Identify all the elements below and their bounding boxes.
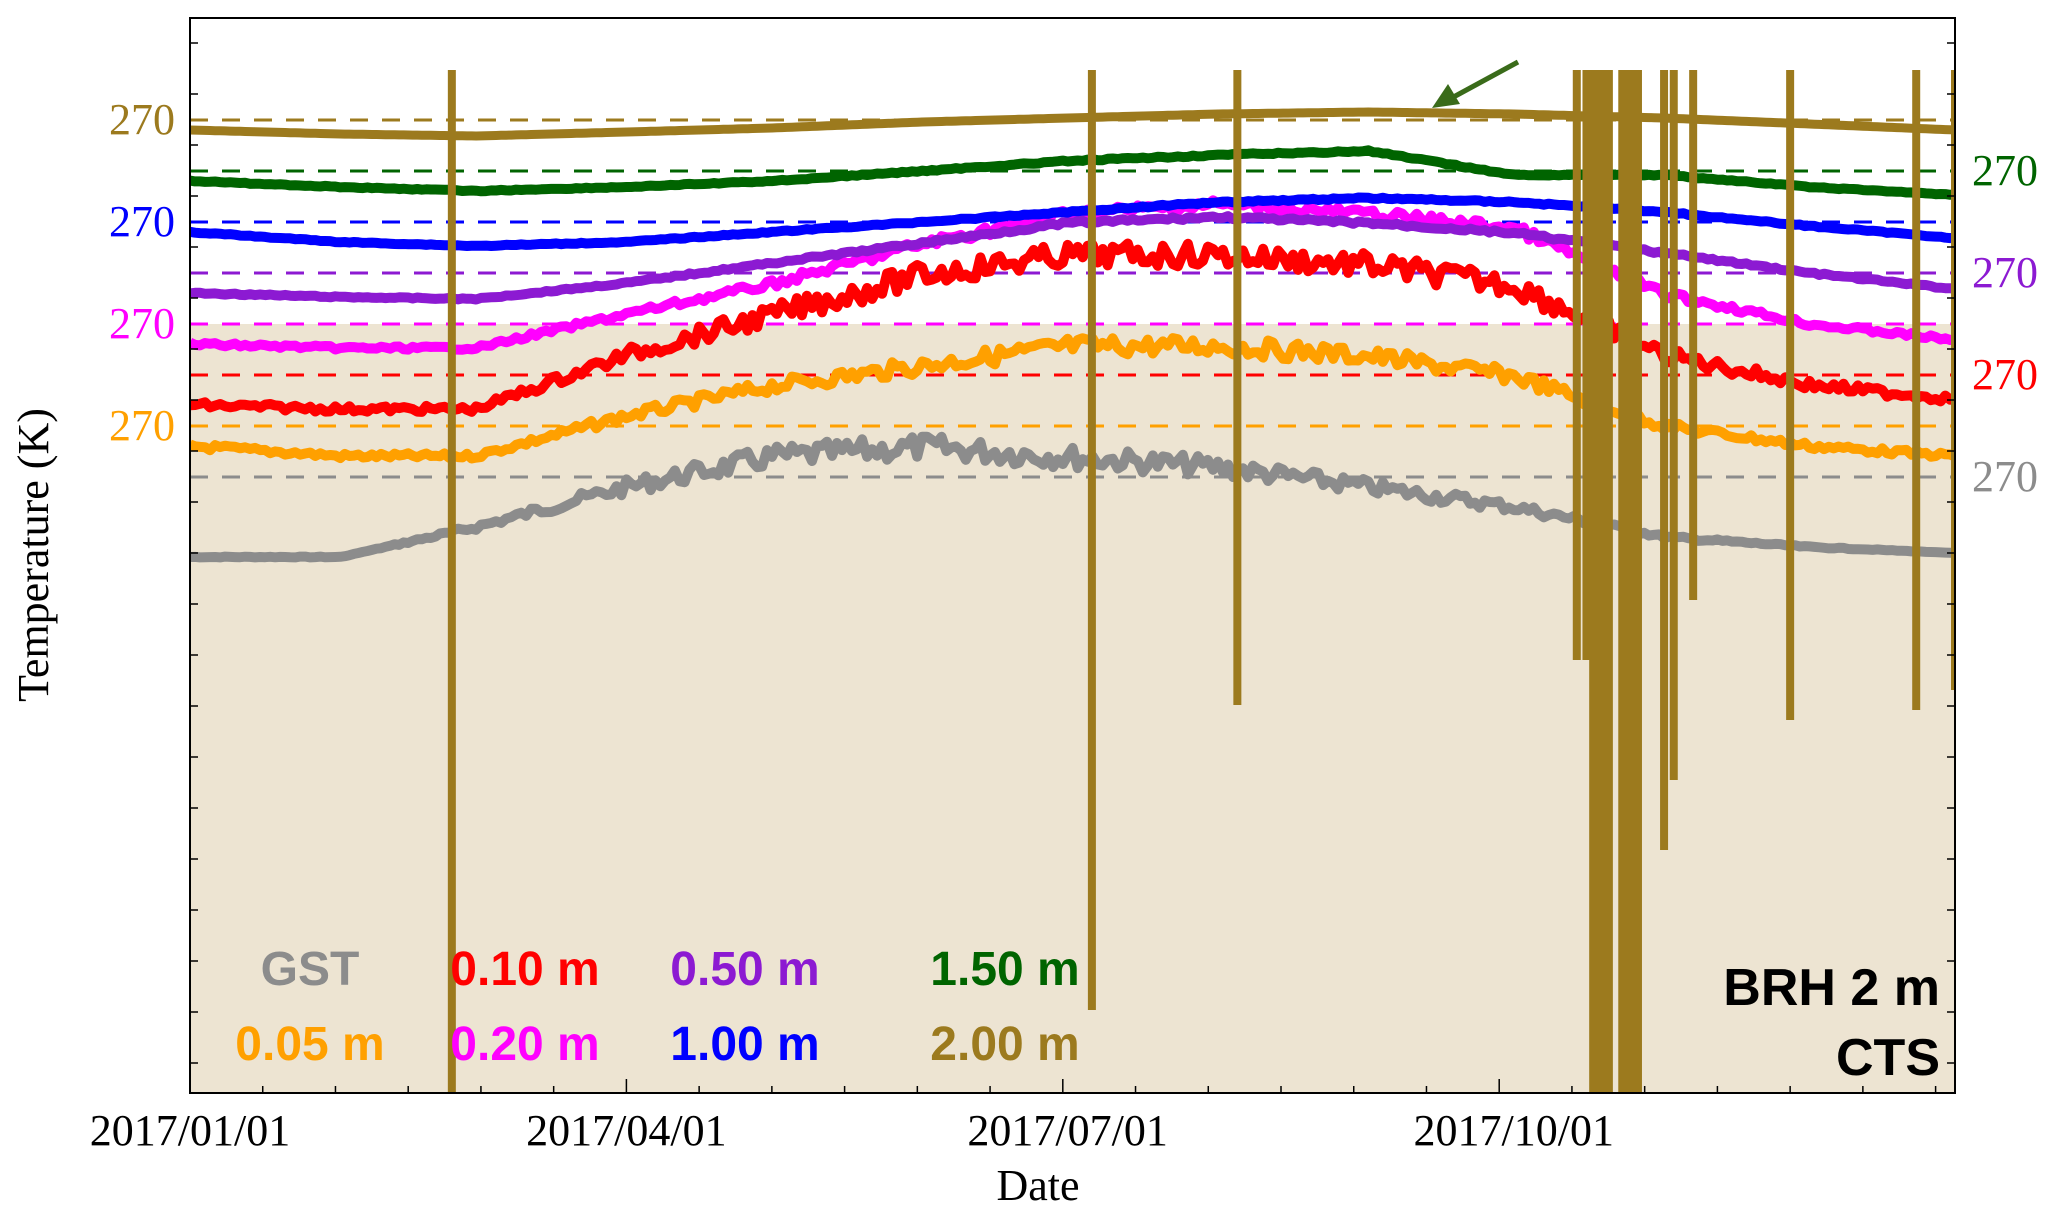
legend-entry: 2.00 m [930,1018,1079,1071]
reference-lines [190,118,1955,479]
annotation-line-1: BRH 2 m [1723,959,1940,1017]
x-tick-label: 2017/10/01 [1414,1106,1614,1155]
legend-entry: 1.50 m [930,943,1079,996]
plot-frame [189,17,1956,1094]
reference-label: 270 [109,401,175,450]
reference-label: 270 [1972,248,2038,297]
legend-entry: 0.50 m [670,943,819,996]
legend: GST 0.10 m 0.50 m 1.50 m 0.05 m 0.20 m 1.00 m 2… [235,943,1079,1071]
axis-ticks [189,42,1955,1093]
reference-label: 270 [1972,350,2038,399]
reference-label: 270 [1972,146,2038,195]
x-tick-label: 2017/01/01 [90,1106,290,1155]
legend-entry: 0.20 m [450,1018,599,1071]
y-axis-label: Temperature (K) [9,408,58,702]
annotation-line-2: CTS [1836,1029,1940,1087]
reference-label: 270 [1972,452,2038,501]
legend-entry: 0.05 m [235,1018,384,1071]
x-axis-label: Date [996,1161,1079,1210]
x-tick-labels: 2017/01/01 2017/04/01 2017/07/01 2017/10/01 [90,1106,1614,1155]
reference-label: 270 [109,95,175,144]
plot-border [189,17,1956,1094]
reference-labels: 270 270 270 270 270 270 270 270 [109,95,2038,501]
reference-label: 270 [109,299,175,348]
legend-entry: 0.10 m [450,943,599,996]
data-gaps [447,70,1955,1093]
x-tick-label: 2017/04/01 [526,1106,726,1155]
arrow-shaft [1446,59,1520,103]
x-tick-label: 2017/07/01 [967,1106,1167,1155]
arrow-annotation [1432,59,1520,108]
reference-label: 270 [109,197,175,246]
legend-entry: 1.00 m [670,1018,819,1071]
arrow-head [1432,84,1460,108]
legend-entry: GST [261,943,360,996]
